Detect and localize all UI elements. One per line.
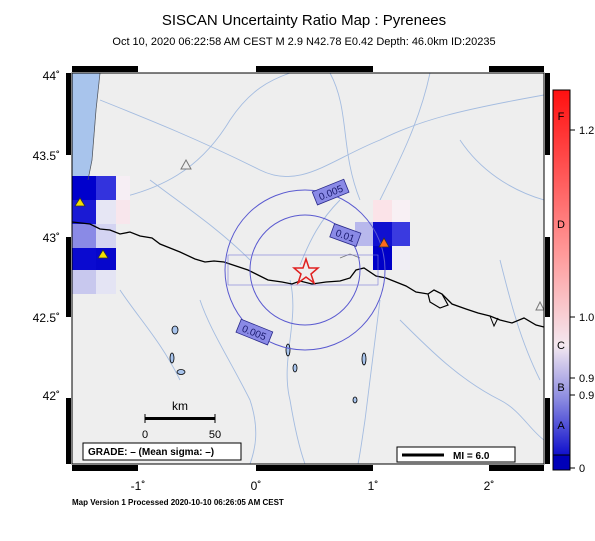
scale-end: 50 bbox=[209, 429, 221, 441]
colorbar-label-1-0: 1.0 bbox=[579, 312, 594, 324]
colorbar-grade-F: F bbox=[558, 111, 565, 123]
lat-tick-43-5: 43.5˚ bbox=[33, 149, 60, 163]
lon-tick-2: 2˚ bbox=[484, 479, 495, 493]
uncertainty-cells bbox=[72, 176, 410, 294]
grade-box: GRADE: – (Mean sigma: –) bbox=[82, 442, 242, 461]
footer-text: Map Version 1 Processed 2020-10-10 06:26… bbox=[72, 498, 284, 507]
colorbar-bottom-swatch bbox=[552, 454, 571, 471]
map-area bbox=[72, 73, 544, 464]
rivers bbox=[99, 73, 544, 464]
map-title: SISCAN Uncertainty Ratio Map : Pyrenees bbox=[162, 12, 446, 29]
map-frame bbox=[71, 72, 545, 465]
colorbar-grade-D: D bbox=[557, 219, 565, 231]
mi-box: MI = 6.0 bbox=[396, 446, 516, 463]
colorbar-grade-B: B bbox=[557, 382, 564, 394]
station-triangle-icon bbox=[378, 237, 390, 248]
lat-tick-42: 42˚ bbox=[43, 389, 60, 403]
station-triangle-icon bbox=[74, 197, 86, 207]
stations bbox=[74, 158, 544, 311]
colorbar-label-0: 0 bbox=[579, 463, 585, 475]
uncertainty-contours bbox=[224, 189, 386, 351]
frame-ticks bbox=[66, 66, 550, 471]
station-triangle-icon bbox=[97, 249, 109, 259]
colorbar-label-0-9a: 0.9 bbox=[579, 373, 594, 385]
lat-tick-43: 43˚ bbox=[43, 231, 60, 245]
colorbar-grade-C: C bbox=[557, 340, 565, 352]
map-subtitle: Oct 10, 2020 06:22:58 AM CEST M 2.9 N42.… bbox=[112, 36, 495, 48]
scale-bar: km 0 50 bbox=[142, 399, 221, 441]
station-triangle-icon bbox=[535, 300, 544, 311]
scale-unit: km bbox=[172, 399, 188, 413]
map-background bbox=[72, 73, 544, 464]
lat-tick-42-5: 42.5˚ bbox=[33, 311, 60, 325]
colorbar-gradient bbox=[552, 89, 571, 456]
lakes bbox=[169, 325, 367, 404]
epicenter-star-icon bbox=[291, 256, 321, 286]
lat-axis: 44˚ 43.5˚ 43˚ 42.5˚ 42˚ bbox=[33, 69, 60, 403]
lon-tick-1: 1˚ bbox=[368, 479, 379, 493]
station-triangle-icon bbox=[180, 158, 192, 170]
colorbar: 1.2 1.0 0.9 0.9 0 F D C B A bbox=[552, 89, 594, 475]
lon-tick-0: 0˚ bbox=[251, 479, 262, 493]
country-border bbox=[72, 221, 544, 328]
lon-axis: -1˚ 0˚ 1˚ 2˚ bbox=[131, 479, 495, 493]
grade-text: GRADE: – (Mean sigma: –) bbox=[88, 447, 214, 458]
mi-text: MI = 6.0 bbox=[453, 451, 490, 462]
colorbar-label-1-2: 1.2 bbox=[579, 125, 594, 137]
lon-tick-minus1: -1˚ bbox=[131, 479, 146, 493]
colorbar-label-0-9b: 0.9 bbox=[579, 390, 594, 402]
scale-start: 0 bbox=[142, 429, 148, 441]
lat-tick-44: 44˚ bbox=[43, 69, 60, 83]
colorbar-grade-A: A bbox=[557, 420, 565, 432]
